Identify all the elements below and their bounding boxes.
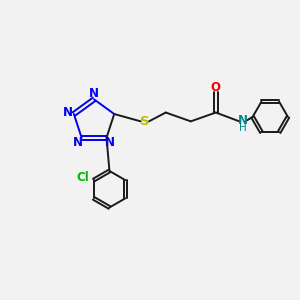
- Text: H: H: [239, 123, 247, 133]
- Text: O: O: [211, 81, 221, 94]
- Text: Cl: Cl: [76, 171, 89, 184]
- Text: S: S: [140, 115, 150, 128]
- Text: N: N: [105, 136, 115, 149]
- Text: N: N: [238, 114, 248, 127]
- Text: N: N: [63, 106, 73, 119]
- Text: N: N: [73, 136, 83, 149]
- Text: N: N: [89, 87, 99, 100]
